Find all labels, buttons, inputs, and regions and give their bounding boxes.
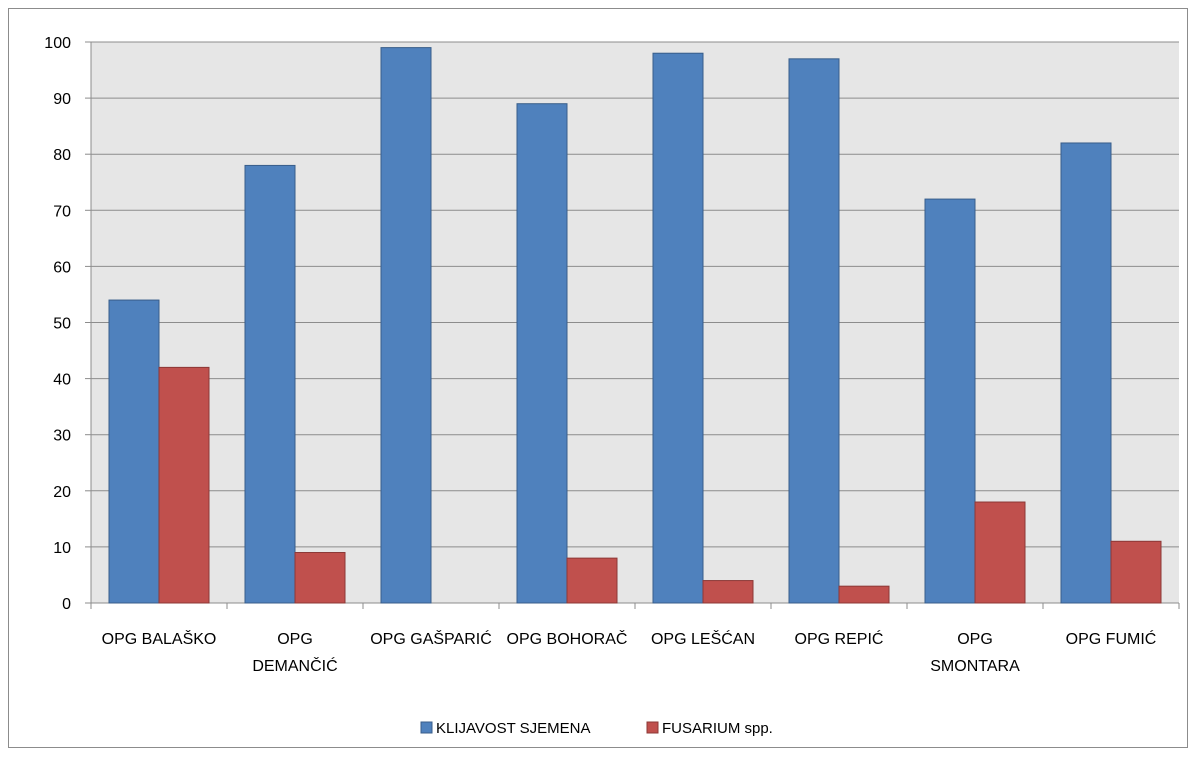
bar-klijavost [924,198,976,604]
bar-fusarium [158,366,210,604]
bar-fusarium [838,585,890,604]
x-tick-label: OPG LEŠĆAN [651,629,755,648]
bar-klijavost [516,103,568,604]
bar-fusarium [702,580,754,604]
bar-klijavost [788,58,840,604]
y-tick-label: 50 [53,316,71,333]
bar-fusarium [294,552,346,604]
bar-fusarium [974,501,1026,604]
legend-swatch [420,721,433,734]
bar-klijavost [652,52,704,604]
legend-label: FUSARIUM spp. [662,720,773,737]
x-tick-label: OPG BOHORAČ [507,629,628,648]
y-tick-label: 10 [53,540,71,557]
y-tick-label: 80 [53,147,71,164]
x-tick-label: OPG DEMANČIĆ [252,631,337,675]
y-tick-label: 0 [62,596,71,613]
y-tick-label: 100 [44,35,71,52]
x-tick-label: OPG BALAŠKO [102,629,217,648]
bar-klijavost [380,47,432,604]
x-tick-label: OPG GAŠPARIĆ [370,629,492,648]
y-tick-label: 70 [53,203,71,220]
y-tick-label: 40 [53,372,71,389]
bar-klijavost [108,299,160,604]
x-tick-label: OPG SMONTARA [930,631,1020,675]
bar-fusarium [1110,540,1162,604]
x-tick-label: OPG REPIĆ [795,629,884,648]
y-tick-label: 90 [53,91,71,108]
y-tick-label: 30 [53,428,71,445]
bar-klijavost [1060,142,1112,604]
x-tick-label: OPG FUMIĆ [1066,629,1157,648]
bar-klijavost [244,164,296,604]
bar-fusarium [566,557,618,604]
y-tick-label: 20 [53,484,71,501]
y-tick-label: 60 [53,259,71,276]
legend-label: KLIJAVOST SJEMENA [436,720,591,737]
legend-swatch [646,721,659,734]
